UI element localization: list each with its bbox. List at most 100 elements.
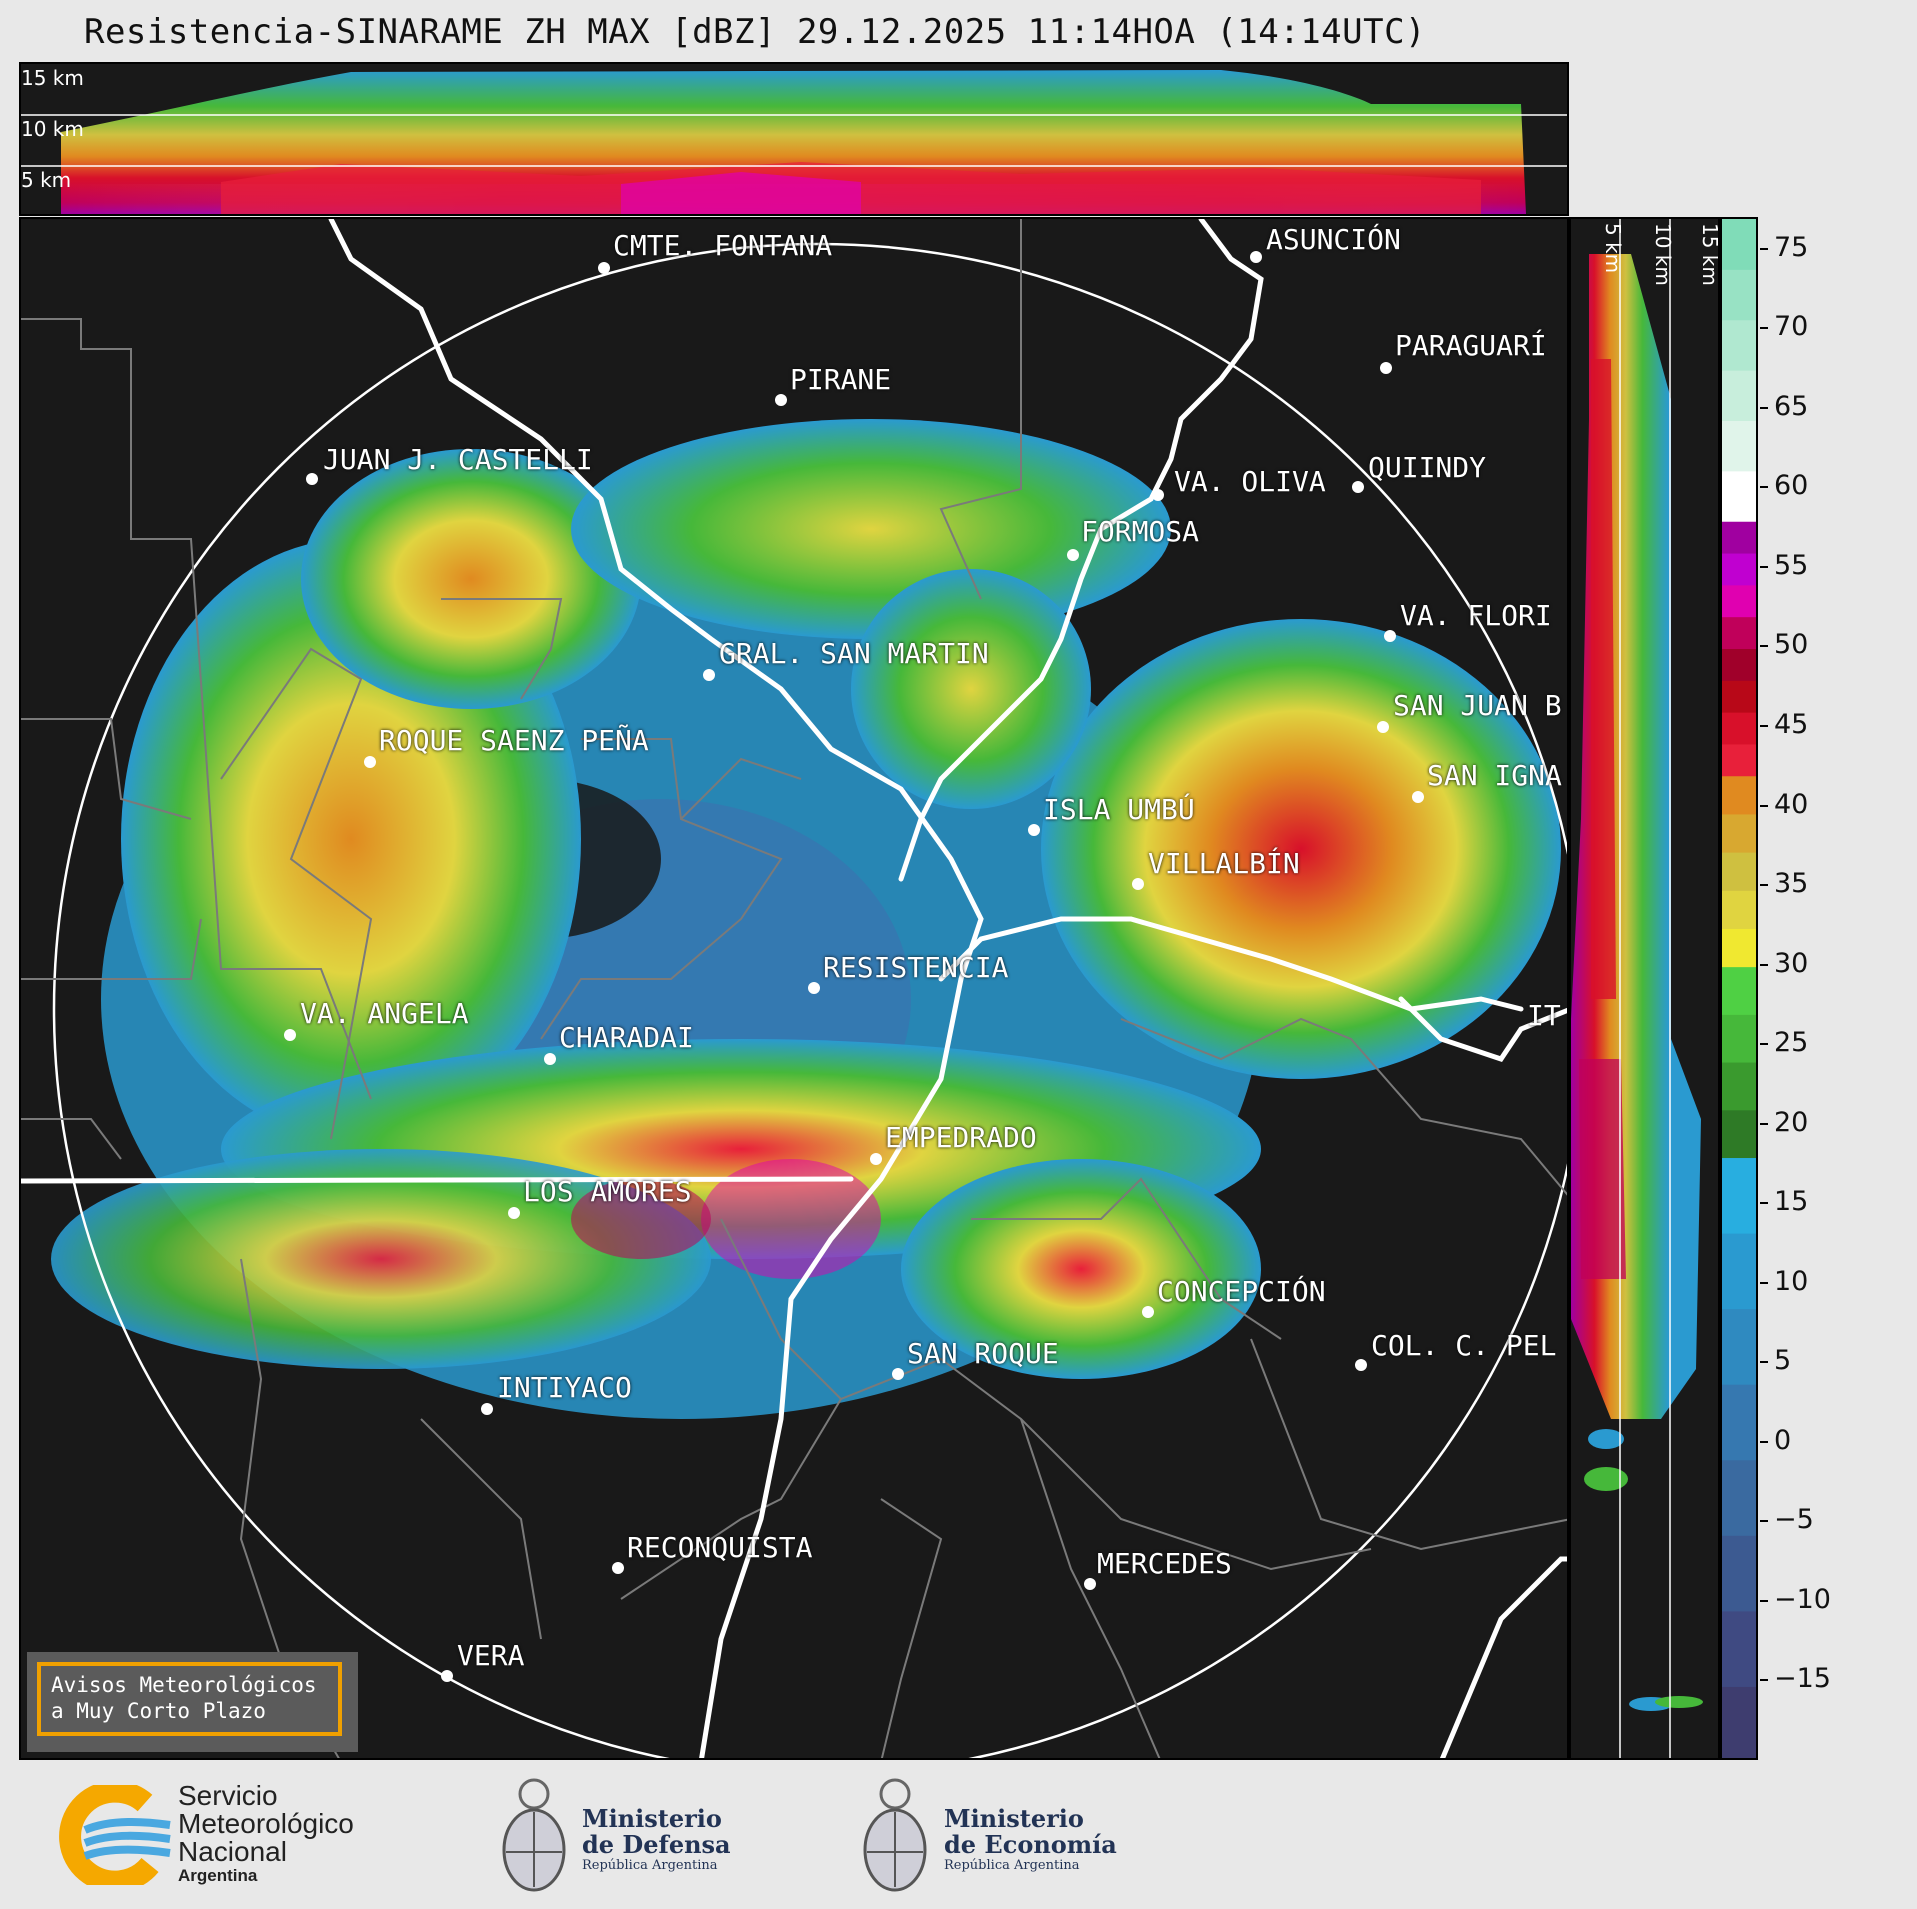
colorbar-tick-label: 65: [1774, 390, 1809, 422]
colorbar-band: [1722, 712, 1756, 745]
colorbar-tick-label: 20: [1774, 1106, 1809, 1138]
colorbar-tick-mark: [1760, 1520, 1768, 1523]
city-label-resistencia: RESISTENCIA: [823, 951, 1009, 984]
colorbar-band: [1722, 1384, 1756, 1461]
city-dot-paraguari: [1380, 362, 1392, 374]
colorbar-tick-label: 25: [1774, 1027, 1809, 1059]
city-label-paraguari: PARAGUARÍ: [1395, 329, 1547, 362]
city-dot-roque-saenz-pena: [364, 756, 376, 768]
city-label-juan-j-castelli: JUAN J. CASTELLI: [323, 443, 593, 476]
colorbar-band: [1722, 553, 1756, 586]
colorbar-band: [1722, 928, 1756, 968]
colorbar-tick-label: 60: [1774, 470, 1809, 502]
side-panel-label-15km: 15 km: [1698, 223, 1720, 286]
colorbar-tick-label: 55: [1774, 549, 1809, 581]
colorbar-band: [1722, 1610, 1756, 1687]
city-dot-pirane: [775, 394, 787, 406]
colorbar-band: [1722, 584, 1756, 618]
colorbar-band: [1722, 890, 1756, 929]
side-cross-section-panel: 5 km 10 km 15 km: [1569, 217, 1720, 1760]
economia-line2: de Economía: [944, 1830, 1117, 1859]
city-dot-san-roque: [892, 1368, 904, 1380]
defensa-coat-of-arms-icon: [502, 1778, 566, 1892]
colorbar-tick-label: −15: [1774, 1663, 1831, 1695]
colorbar-band: [1722, 743, 1756, 777]
city-dot-resistencia: [808, 982, 820, 994]
city-label-it: IT: [1527, 999, 1561, 1032]
city-label-col-c-pel: COL. C. PEL: [1371, 1329, 1557, 1362]
colorbar-tick-label: 75: [1774, 231, 1809, 263]
colorbar-tick-label: −10: [1774, 1583, 1831, 1615]
top-panel-label-10km: 10 km: [21, 117, 84, 141]
avisos-frame: Avisos Meteorológicos a Muy Corto Plazo: [37, 1662, 342, 1736]
colorbar-tick-mark: [1760, 963, 1768, 966]
city-dot-quiindy: [1352, 481, 1364, 493]
colorbar-tick-mark: [1760, 247, 1768, 250]
city-dot-va-angela: [284, 1029, 296, 1041]
chart-title: Resistencia-SINARAME ZH MAX [dBZ] 29.12.…: [83, 12, 1427, 52]
colorbar-tick-label: −5: [1774, 1504, 1814, 1536]
city-dot-juan-j-castelli: [306, 473, 318, 485]
smn-name-line2: Meteorológico: [178, 1808, 354, 1839]
colorbar-tick-mark: [1760, 1281, 1768, 1284]
city-label-gral-san-martin: GRAL. SAN MARTIN: [719, 637, 989, 670]
colorbar-tick-label: 50: [1774, 629, 1809, 661]
smn-name-line3: Nacional: [178, 1836, 287, 1867]
city-dot-intiyaco: [481, 1403, 493, 1415]
city-label-va-oliva: VA. OLIVA: [1174, 465, 1326, 498]
defensa-line2: de Defensa: [582, 1830, 731, 1859]
colorbar-band: [1722, 370, 1756, 421]
colorbar-tick-label: 45: [1774, 709, 1809, 741]
city-label-intiyaco: INTIYACO: [497, 1371, 632, 1404]
city-label-concepcion: CONCEPCIÓN: [1157, 1275, 1326, 1308]
defensa-line3: República Argentina: [582, 1858, 718, 1873]
colorbar-tick-label: 5: [1774, 1345, 1792, 1377]
city-dot-concepcion: [1142, 1306, 1154, 1318]
colorbar-band: [1722, 616, 1756, 649]
city-label-mercedes: MERCEDES: [1097, 1547, 1232, 1580]
defensa-line1: Ministerio: [582, 1804, 722, 1833]
colorbar-band: [1722, 219, 1756, 270]
city-label-asuncion: ASUNCIÓN: [1266, 223, 1401, 256]
city-dot-col-c-pel: [1355, 1359, 1367, 1371]
city-label-san-igna: SAN IGNA: [1427, 759, 1562, 792]
colorbar-band: [1722, 1459, 1756, 1536]
city-label-villalbin: VILLALBÍN: [1148, 847, 1300, 880]
city-dot-los-amores: [508, 1207, 520, 1219]
colorbar-band: [1722, 319, 1756, 371]
economia-line1: Ministerio: [944, 1804, 1084, 1833]
city-label-roque-saenz-pena: ROQUE SAENZ PEÑA: [379, 724, 649, 757]
colorbar-tick-mark: [1760, 486, 1768, 489]
colorbar-band: [1722, 470, 1756, 522]
colorbar-band: [1722, 269, 1756, 321]
radar-map: CMTE. FONTANA ASUNCIÓN PARAGUARÍ PIRANE …: [19, 217, 1569, 1760]
top-cross-section-image: [21, 70, 1567, 214]
colorbar-tick-mark: [1760, 406, 1768, 409]
colorbar-band: [1722, 775, 1756, 815]
city-label-isla-umbu: ISLA UMBÚ: [1043, 793, 1195, 826]
colorbar-tick-label: 0: [1774, 1424, 1792, 1456]
colorbar-tick-mark: [1760, 1440, 1768, 1443]
colorbar-tick-mark: [1760, 327, 1768, 330]
city-dot-formosa: [1067, 549, 1079, 561]
smn-country: Argentina: [178, 1866, 258, 1885]
colorbar-tick-mark: [1760, 645, 1768, 648]
city-dot-reconquista: [612, 1562, 624, 1574]
city-dot-san-juan-b: [1377, 721, 1389, 733]
colorbar-band: [1722, 1535, 1756, 1612]
colorbar-band: [1722, 813, 1756, 853]
colorbar-band: [1722, 1233, 1756, 1310]
city-dot-va-oliva: [1152, 489, 1164, 501]
colorbar-band: [1722, 966, 1756, 1015]
city-label-los-amores: LOS AMORES: [523, 1175, 692, 1208]
city-label-charadai: CHARADAI: [559, 1021, 694, 1054]
colorbar-tick-mark: [1760, 804, 1768, 807]
colorbar-band: [1722, 648, 1756, 681]
colorbar-band: [1722, 1157, 1756, 1234]
economia-line3: República Argentina: [944, 1858, 1080, 1873]
city-label-empedrado: EMPEDRADO: [885, 1121, 1037, 1154]
colorbar-tick-label: 10: [1774, 1265, 1809, 1297]
city-dot-isla-umbu: [1028, 824, 1040, 836]
city-label-pirane: PIRANE: [790, 363, 892, 396]
city-label-va-flori: VA. FLORI: [1400, 599, 1552, 632]
